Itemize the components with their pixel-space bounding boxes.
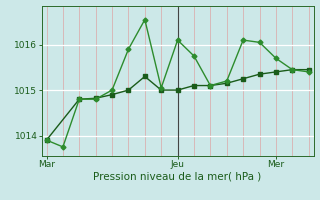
X-axis label: Pression niveau de la mer( hPa ): Pression niveau de la mer( hPa ) bbox=[93, 172, 262, 182]
